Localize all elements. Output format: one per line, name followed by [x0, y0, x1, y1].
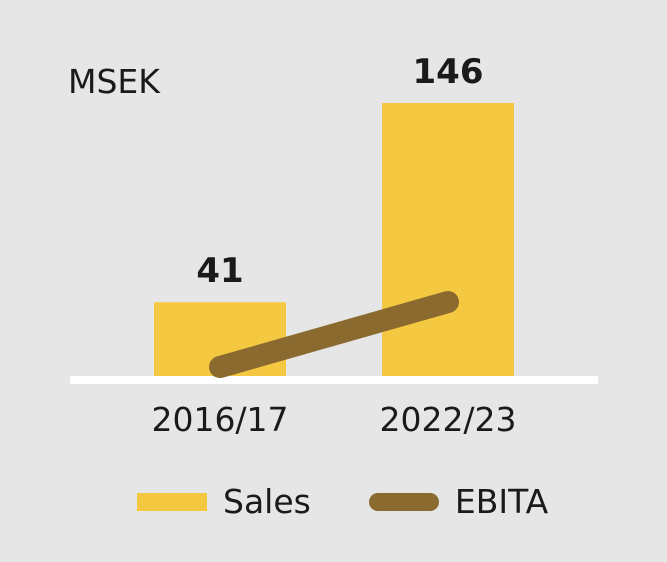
ebita-line: [209, 291, 459, 378]
legend-swatch-ebita: [368, 492, 439, 511]
x-tick-label-2022/23: 2022/23: [379, 400, 516, 439]
legend-label-sales: Sales: [223, 482, 311, 521]
chart: 41 2016/17 146 2022/23: [70, 52, 598, 439]
legend-label-ebita: EBITA: [454, 482, 549, 521]
x-tick-label-2016/17: 2016/17: [151, 400, 288, 439]
unit-label: MSEK: [68, 62, 160, 101]
data-label-2016/17: 41: [196, 251, 243, 291]
legend-swatch-sales: [137, 492, 207, 511]
legend-item-sales: Sales: [137, 482, 311, 521]
legend-item-ebita: EBITA: [368, 482, 549, 521]
data-label-2022/23: 146: [413, 52, 484, 92]
bar-2022/23: [382, 103, 514, 380]
legend: Sales EBITA: [137, 482, 548, 521]
